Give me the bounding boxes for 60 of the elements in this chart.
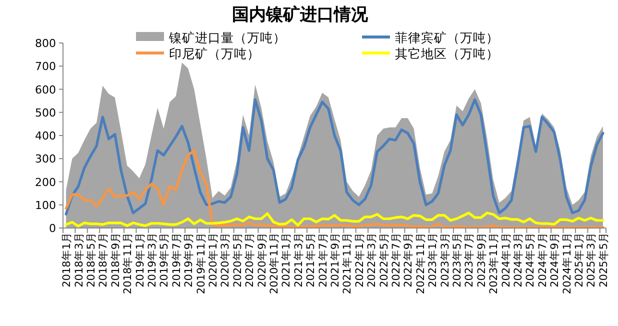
x-tick-label: 2018年3月 — [73, 232, 86, 288]
x-tick-label: 2018年11月 — [122, 232, 134, 294]
x-tick-label: 2023年11月 — [488, 232, 500, 294]
x-tick-label: 2020年1月 — [207, 232, 220, 288]
x-tick-label: 2019年7月 — [170, 232, 183, 288]
legend-label: 镍矿进口量（万吨） — [168, 30, 286, 45]
x-tick-label: 2025年3月 — [586, 232, 598, 288]
y-tick-label: 100 — [35, 198, 56, 212]
x-tick-label: 2021年5月 — [305, 232, 318, 288]
x-tick-label: 2024年7月 — [536, 232, 549, 288]
x-tick-label: 2020年11月 — [268, 232, 280, 294]
legend-label: 其它地区（万吨） — [395, 46, 499, 61]
legend-label: 印尼矿（万吨） — [169, 46, 260, 61]
x-tick-label: 2018年5月 — [85, 232, 98, 288]
x-tick-label: 2024年5月 — [524, 232, 537, 288]
line-series — [64, 98, 604, 216]
x-tick-label: 2023年5月 — [452, 232, 464, 288]
x-tick-label: 2021年11月 — [342, 232, 354, 294]
y-tick-label: 400 — [35, 130, 56, 142]
x-tick-label: 2020年9月 — [256, 232, 268, 288]
x-tick-label: 2023年7月 — [464, 232, 476, 288]
x-tick-label: 2021年3月 — [292, 232, 305, 288]
x-tick-label: 2022年9月 — [402, 232, 415, 288]
x-tick-label: 2024年1月 — [500, 232, 512, 288]
x-tick-label: 2021年1月 — [280, 232, 293, 288]
x-tick-label: 2022年11月 — [414, 232, 427, 294]
x-tick-label: 2021年9月 — [330, 232, 342, 288]
x-tick-label: 2025年1月 — [574, 232, 586, 288]
y-tick-label: 0 — [49, 222, 56, 235]
x-tick-label: 2019年1月 — [134, 232, 146, 288]
x-tick-label: 2025年5月 — [598, 232, 610, 288]
x-tick-label: 2022年7月 — [390, 232, 403, 288]
x-tick-label: 2024年3月 — [512, 232, 525, 288]
x-tick-label: 2018年7月 — [98, 232, 110, 288]
x-tick-label: 2024年9月 — [549, 232, 562, 288]
x-tick-label: 2024年11月 — [561, 232, 574, 294]
x-tick-label: 2022年5月 — [378, 232, 390, 288]
y-tick-label: 500 — [35, 106, 56, 120]
x-tick-label: 2019年5月 — [158, 232, 171, 288]
x-tick-label: 2019年11月 — [195, 232, 208, 294]
x-tick-label: 2022年3月 — [366, 232, 378, 288]
x-tick-label: 2019年3月 — [146, 232, 158, 288]
x-tick-label: 2023年3月 — [439, 232, 452, 288]
x-tick-label: 2020年5月 — [232, 232, 244, 288]
x-tick-label: 2020年3月 — [220, 232, 232, 288]
legend-label: 菲律宾矿（万吨） — [395, 30, 499, 45]
x-tick-label: 2022年1月 — [354, 232, 366, 288]
x-tick-label: 2020年7月 — [244, 232, 256, 288]
y-tick-label: 300 — [35, 152, 56, 166]
y-tick-label: 700 — [35, 60, 56, 74]
chart-title: 国内镍矿进口情况 — [232, 5, 369, 25]
x-tick-label: 2018年9月 — [110, 232, 122, 288]
y-tick-label: 600 — [35, 83, 56, 96]
x-tick-label: 2021年7月 — [317, 232, 330, 288]
y-tick-label: 800 — [35, 37, 56, 50]
x-tick-label: 2019年9月 — [183, 232, 196, 288]
x-tick-label: 2023年9月 — [476, 232, 488, 288]
y-tick-label: 200 — [35, 176, 56, 189]
x-tick-label: 2018年1月 — [61, 232, 74, 288]
x-tick-label: 2023年1月 — [427, 232, 440, 288]
